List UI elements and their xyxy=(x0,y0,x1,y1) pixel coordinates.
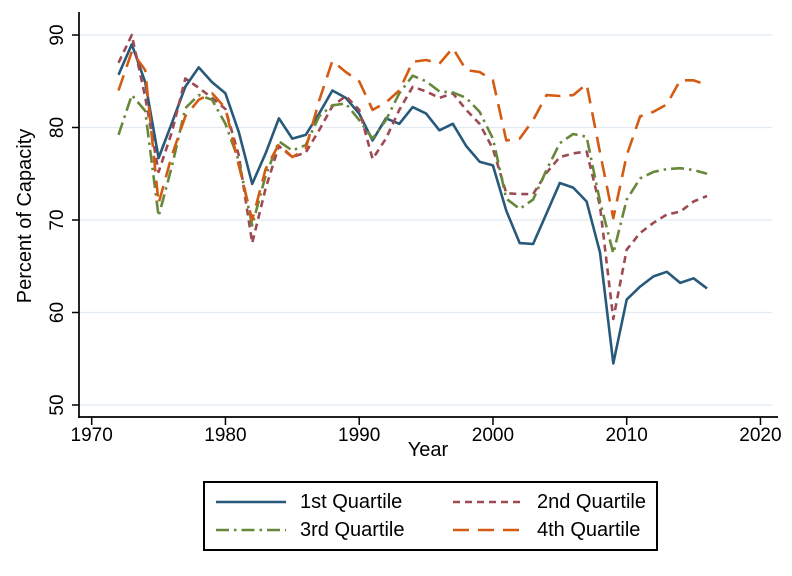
legend-label: 4th Quartile xyxy=(537,518,641,541)
tick-marks xyxy=(72,34,762,425)
x-tick-label-2000: 2000 xyxy=(472,425,514,446)
series-line-4th-quartile xyxy=(117,46,708,222)
x-tick-label-1980: 1980 xyxy=(204,425,246,446)
data-series xyxy=(117,33,708,365)
x-tick-label-2010: 2010 xyxy=(606,425,648,446)
x-axis-title: Year xyxy=(408,439,449,461)
axes xyxy=(78,12,778,418)
x-tick-label-2020: 2020 xyxy=(739,425,781,446)
y-tick-label-50: 50 xyxy=(47,394,68,415)
legend: 1st Quartile 2nd Quartile 3rd Quartile 4th … xyxy=(203,481,658,551)
legend-label: 3rd Quartile xyxy=(300,518,405,541)
x-tick-label-1970: 1970 xyxy=(71,425,113,446)
series-line-3rd-quartile xyxy=(117,74,708,255)
legend-entry-3rd-quartile: 3rd Quartile xyxy=(215,519,452,542)
x-tick-label-1990: 1990 xyxy=(338,425,380,446)
legend-entry-4th-quartile: 4th Quartile xyxy=(452,519,656,542)
y-tick-label-70: 70 xyxy=(47,209,68,230)
y-tick-label-60: 60 xyxy=(47,302,68,323)
legend-swatch-icon xyxy=(216,500,286,504)
legend-entry-2nd-quartile: 2nd Quartile xyxy=(452,491,656,514)
y-tick-label-90: 90 xyxy=(47,24,68,45)
legend-entry-1st-quartile: 1st Quartile xyxy=(215,491,452,514)
legend-label: 1st Quartile xyxy=(300,490,403,513)
legend-swatch-icon xyxy=(453,500,523,504)
legend-label: 2nd Quartile xyxy=(537,490,646,513)
legend-swatch-icon xyxy=(453,528,523,532)
series-line-2nd-quartile xyxy=(117,33,708,321)
tick-labels: 50 60 70 80 90 1970 1980 1990 2000 2010 2020 xyxy=(47,24,782,446)
y-tick-label-80: 80 xyxy=(47,117,68,138)
gridlines xyxy=(79,34,772,406)
series-line-1st-quartile xyxy=(117,42,708,365)
legend-swatch-icon xyxy=(216,528,286,532)
y-axis-title: Percent of Capacity xyxy=(14,129,36,304)
